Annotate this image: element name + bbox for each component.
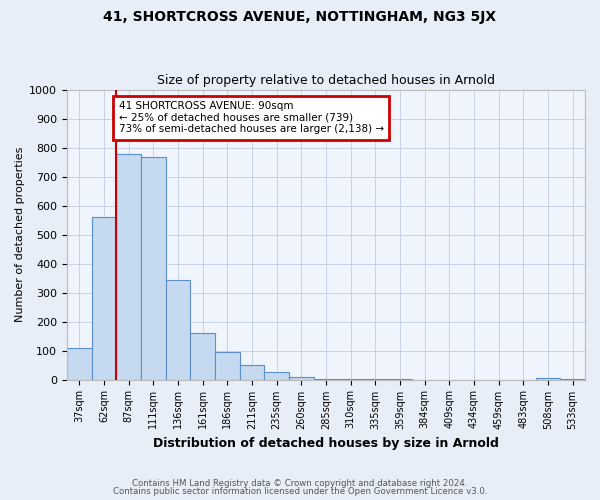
Bar [166,280,190,380]
Bar [190,332,215,380]
Y-axis label: Number of detached properties: Number of detached properties [15,147,25,322]
Text: 41, SHORTCROSS AVENUE, NOTTINGHAM, NG3 5JX: 41, SHORTCROSS AVENUE, NOTTINGHAM, NG3 5… [103,10,497,24]
Bar [536,378,560,380]
X-axis label: Distribution of detached houses by size in Arnold: Distribution of detached houses by size … [153,437,499,450]
Bar [141,157,166,380]
Bar [289,376,314,380]
Bar [560,379,585,380]
Text: Contains HM Land Registry data © Crown copyright and database right 2024.: Contains HM Land Registry data © Crown c… [132,478,468,488]
Bar [116,154,141,380]
Bar [92,217,116,380]
Text: 41 SHORTCROSS AVENUE: 90sqm
← 25% of detached houses are smaller (739)
73% of se: 41 SHORTCROSS AVENUE: 90sqm ← 25% of det… [119,101,384,134]
Title: Size of property relative to detached houses in Arnold: Size of property relative to detached ho… [157,74,495,87]
Bar [264,372,289,380]
Bar [239,365,264,380]
Bar [314,378,338,380]
Bar [215,352,239,380]
Bar [67,348,92,380]
Bar [338,379,363,380]
Text: Contains public sector information licensed under the Open Government Licence v3: Contains public sector information licen… [113,487,487,496]
